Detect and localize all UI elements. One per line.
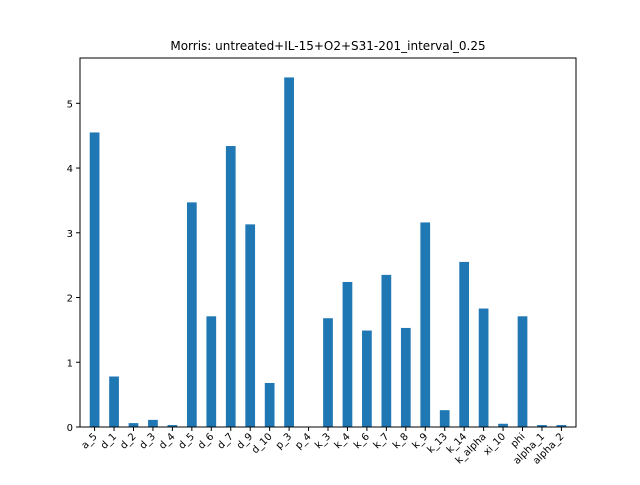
- x-tick-label-d_5: d_5: [177, 431, 197, 451]
- bar-d_1: [109, 376, 119, 427]
- x-tick-label-d_7: d_7: [216, 431, 236, 451]
- bar-alpha_1: [537, 425, 547, 427]
- x-tick-label-k_7: k_7: [372, 431, 392, 451]
- x-tick-label-k_3: k_3: [313, 431, 333, 451]
- x-tick-label-d_4: d_4: [157, 431, 177, 451]
- bar-d_4: [167, 425, 178, 427]
- chart-title: Morris: untreated+IL-15+O2+S31-201_inter…: [170, 39, 485, 53]
- bar-k_7: [381, 274, 392, 427]
- y-tick-label: 0: [67, 423, 73, 434]
- bar-d_2: [128, 423, 139, 427]
- bar-k_8: [400, 327, 411, 427]
- y-axis: 0 1 2 3 4 5: [67, 99, 80, 434]
- bar-a_5: [89, 132, 100, 427]
- bar-d_9: [245, 224, 256, 427]
- bar-d_6: [206, 316, 217, 427]
- bar-d_7: [225, 146, 236, 427]
- bar-d_5: [186, 202, 197, 427]
- x-tick-label-xi_10: xi_10: [482, 431, 508, 457]
- bar-k_14: [459, 261, 470, 427]
- x-tick-label-p_4: p_4: [293, 431, 313, 451]
- plot-frame: [79, 57, 577, 428]
- bar-alpha_2: [556, 425, 567, 427]
- x-tick-label-k_4: k_4: [333, 431, 353, 451]
- bar-d_3: [148, 419, 158, 427]
- x-tick-label-d_3: d_3: [138, 431, 158, 451]
- x-tick-label-d_2: d_2: [118, 431, 138, 451]
- x-tick-label-a_5: a_5: [80, 431, 100, 451]
- bar-k_9: [420, 222, 431, 427]
- x-tick-label-p_3: p_3: [274, 431, 294, 451]
- bar-k_13: [439, 410, 450, 427]
- bar-d_10: [264, 382, 275, 427]
- x-tick-label-d_1: d_1: [99, 431, 119, 451]
- bar-k_4: [342, 281, 353, 427]
- x-tick-label-k_13: k_13: [425, 431, 449, 455]
- x-tick-label-d_6: d_6: [196, 431, 216, 451]
- y-tick-label: 1: [67, 358, 73, 369]
- bar-phi: [517, 316, 528, 427]
- bars-group: [89, 77, 567, 427]
- x-tick-label-k_6: k_6: [352, 431, 372, 451]
- y-tick-label: 3: [67, 229, 73, 240]
- bar-k_6: [362, 330, 372, 427]
- x-tick-label-d_10: d_10: [250, 431, 275, 456]
- x-axis: a_5 d_1 d_2 d_3 d_4 d_5 d_6 d_7 d_9d_10 p_3 p_4 k_3…: [80, 427, 567, 467]
- bar-k_3: [323, 318, 333, 427]
- y-tick-label: 2: [67, 294, 73, 305]
- bar-p_3: [284, 77, 294, 427]
- bar-xi_10: [498, 423, 508, 427]
- bar-k_alpha: [478, 308, 489, 427]
- y-tick-label: 5: [67, 99, 73, 110]
- x-tick-label-k_8: k_8: [391, 431, 411, 451]
- y-tick-label: 4: [67, 164, 73, 175]
